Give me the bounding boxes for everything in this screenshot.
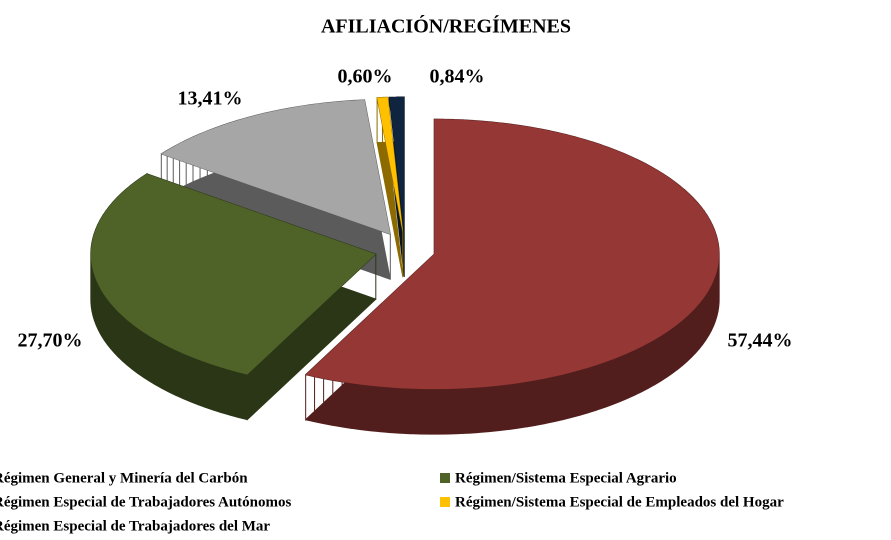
slice-top: [389, 97, 405, 233]
data-label: 0,84%: [430, 66, 485, 88]
legend-label: Régimen Especial de Trabajadores del Mar: [0, 518, 270, 534]
legend-label: Régimen General y Minería del Carbón: [0, 470, 248, 486]
legend-label: Régimen Especial de Trabajadores Autónom…: [0, 494, 292, 510]
slice-top: [161, 99, 391, 235]
legend-label: Régimen/Sistema Especial Agrario: [455, 470, 677, 486]
slice: [376, 96, 404, 278]
slice: [90, 172, 377, 421]
slice: [305, 118, 720, 435]
data-label: 27,70%: [18, 330, 83, 352]
slice: [160, 99, 391, 281]
legend-label: Régimen/Sistema Especial de Empleados de…: [455, 494, 784, 510]
slice-top: [90, 173, 376, 375]
data-label: 0,60%: [338, 66, 393, 88]
legend-swatch: [440, 473, 450, 483]
data-label: 13,41%: [178, 88, 243, 110]
slice-top: [377, 97, 403, 233]
slice-side: [376, 96, 404, 278]
data-label: 57,44%: [728, 330, 793, 352]
legend-swatch: [440, 497, 450, 507]
slice-top: [305, 119, 720, 390]
chart-title: AFILIACIÓN/REGÍMENES: [321, 14, 571, 38]
